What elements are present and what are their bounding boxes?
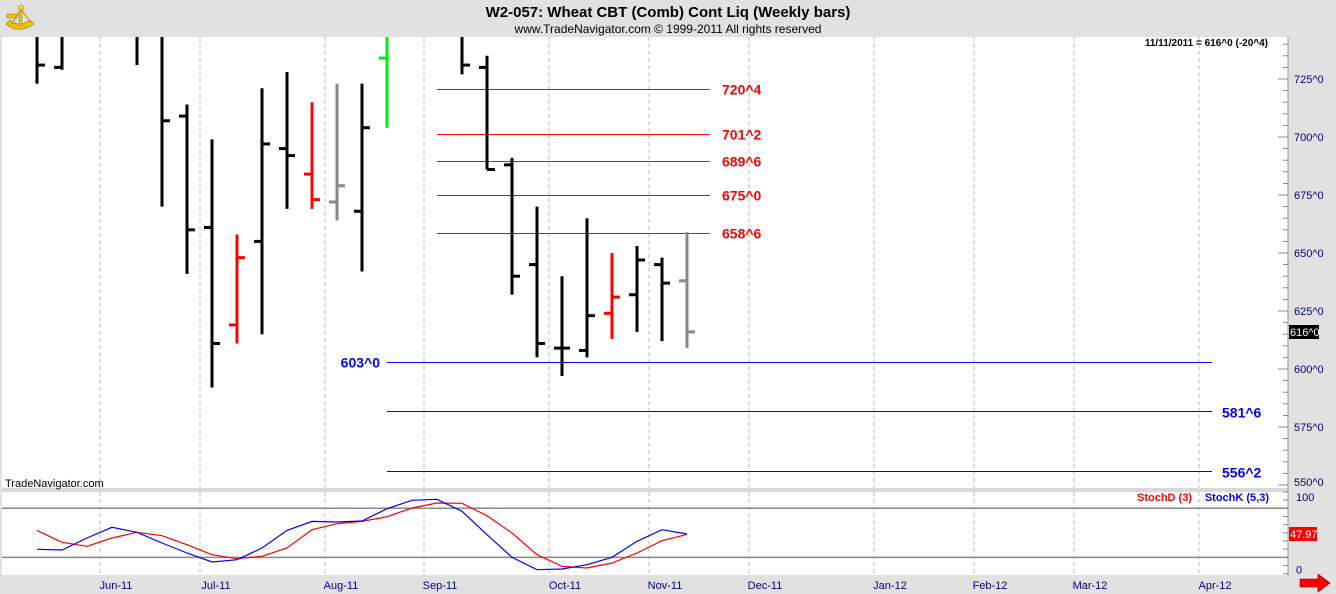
y-tick-label: 675^0	[1294, 190, 1324, 202]
stochastic-lines	[2, 498, 1288, 571]
x-tick-label: Oct-11	[549, 580, 581, 592]
last-price-label: 616^0	[1290, 327, 1320, 339]
ohlc-bar	[204, 139, 220, 388]
stoch-tick-label: 0	[1296, 565, 1302, 577]
ohlc-bar	[604, 253, 620, 339]
ohlc-bar	[504, 157, 520, 295]
stochd-legend: StochD (3)	[1137, 492, 1192, 504]
ohlc-bar	[304, 102, 320, 209]
ohlc-bar	[229, 234, 245, 344]
stochk-legend: StochK (5,3)	[1205, 492, 1270, 504]
ohlc-bar	[35, 37, 45, 84]
y-tick-label: 550^0	[1294, 477, 1324, 489]
y-tick-label: 700^0	[1294, 132, 1324, 144]
y-tick-label: 625^0	[1294, 306, 1324, 318]
x-tick-label: Nov-11	[648, 580, 683, 592]
x-tick-label: Jun-11	[100, 580, 133, 592]
time-axis[interactable]: Jun-11 Jul-11 Aug-11 Sep-11 Oct-11 Nov-11 Dec-…	[100, 580, 1232, 592]
ohlc-bar	[554, 276, 570, 376]
x-tick-label: Jul-11	[201, 580, 230, 592]
ohlc-bar	[654, 257, 670, 342]
price-bars	[35, 37, 695, 388]
copyright-text: www.TradeNavigator.com © 1999-2011 All r…	[514, 22, 822, 36]
ohlc-bar	[379, 37, 389, 128]
support-label: 556^2	[1222, 465, 1262, 481]
chart-title: W2-057: Wheat CBT (Comb) Cont Liq (Weekl…	[486, 4, 851, 21]
y-tick-label: 575^0	[1294, 422, 1324, 434]
x-tick-label: Mar-12	[1073, 580, 1108, 592]
last-stoch-marker	[1289, 527, 1317, 541]
ohlc-bar	[529, 206, 545, 358]
ohlc-bar	[179, 104, 195, 274]
watermark: TradeNavigator.com	[5, 478, 104, 490]
ohlc-bar	[679, 232, 695, 349]
y-tick-label: 600^0	[1294, 364, 1324, 376]
resistance-label: 675^0	[722, 188, 762, 204]
x-tick-label: Dec-11	[748, 580, 783, 592]
x-tick-label: Apr-12	[1198, 580, 1231, 592]
x-tick-label: Feb-12	[973, 580, 1008, 592]
resistance-label: 701^2	[722, 127, 762, 143]
scroll-right-arrow-icon[interactable]	[1299, 573, 1331, 593]
ohlc-bar	[54, 37, 64, 70]
resistance-label: 689^6	[722, 154, 762, 170]
y-tick-label: 650^0	[1294, 248, 1324, 260]
ohlc-bar	[579, 218, 595, 358]
resistance-label: 658^6	[722, 226, 762, 242]
ohlc-bar	[329, 83, 345, 221]
vertical-grid	[2, 37, 1288, 575]
price-pane	[2, 37, 1288, 488]
ohlc-bar	[629, 246, 645, 332]
stochk-line	[36, 498, 688, 571]
ohlc-bar	[354, 83, 370, 272]
pane-divider	[2, 488, 1288, 492]
stochastic-pane	[2, 492, 1288, 575]
support-label: 603^0	[341, 355, 381, 371]
y-tick-label: 725^0	[1294, 74, 1324, 86]
last-quote: 11/11/2011 = 616^0 (-20^4)	[1145, 38, 1268, 49]
x-tick-label: Sep-11	[423, 580, 458, 592]
x-tick-label: Aug-11	[324, 580, 359, 592]
ohlc-bar	[160, 37, 170, 207]
ohlc-bar	[254, 88, 270, 335]
ohlc-bar	[460, 37, 470, 75]
resistance-label: 720^4	[722, 82, 762, 98]
last-stoch-label: 47.97	[1290, 529, 1318, 541]
sextant-icon	[5, 4, 35, 30]
price-axis[interactable]: 725^0 700^0 675^0 650^0 625^0 600^0 575^0 550^0…	[1278, 37, 1324, 577]
ohlc-bar	[479, 55, 495, 171]
price-levels: 720^4 701^2 689^6 675^0 658^6 603^0 581^6 556^2	[341, 82, 1262, 481]
support-label: 581^6	[1222, 405, 1262, 421]
ohlc-bar	[279, 72, 295, 209]
stoch-tick-label: 100	[1296, 492, 1314, 504]
last-price-marker	[1289, 325, 1319, 339]
x-tick-label: Jan-12	[873, 580, 907, 592]
